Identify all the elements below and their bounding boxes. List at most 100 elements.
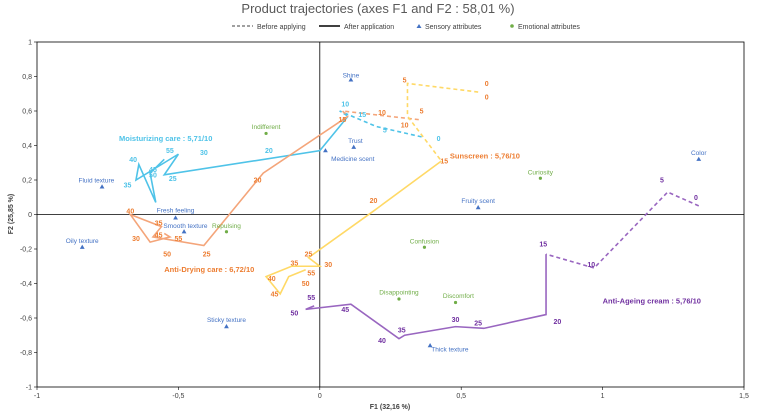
sunscreen-time-label: 40 [268,276,276,283]
anti-ageing-cream-time-label: 35 [398,328,406,335]
sunscreen-before-line [406,82,479,162]
x-tick-label: 0 [318,393,322,400]
emotional-label: Disappointing [379,290,419,297]
y-tick-label: -0,6 [20,316,32,323]
sensory-marker [224,324,229,329]
sensory-marker [99,184,105,189]
y-tick-label: 0,8 [22,74,32,81]
y-axis-label: F2 (25,85 %) [8,194,15,234]
x-tick-label: 1,5 [739,393,749,400]
moisturizing-care-time-label: 5 [383,127,387,134]
x-tick-label: -1 [34,393,40,400]
anti-ageing-cream-time-label: 50 [290,310,298,317]
anti-ageing-cream-before-line [545,191,700,269]
legend: Before applying After application Sensor… [232,24,580,31]
anti-ageing-cream-time-label: 5 [660,178,664,185]
emotional-marker [453,300,458,305]
anti-drying-care-time-label: 10 [378,110,386,117]
anti-ageing-cream-time-label: 40 [378,338,386,345]
moisturizing-care-time-label: 30 [200,150,208,157]
sensory-label: Oily texture [66,238,99,245]
sensory-marker [696,156,702,161]
anti-drying-care-after-line [128,115,349,247]
legend-sensory-label: Sensory attributes [425,24,482,31]
emotional-marker [422,245,427,249]
anti-ageing-cream-time-label: 0 [694,195,698,202]
emotional-marker [224,230,229,234]
x-tick-label: 1 [601,393,605,400]
sunscreen-time-label: 45 [271,291,279,298]
sunscreen-after-line [264,160,442,296]
y-tick-label: 1 [28,40,32,47]
moisturizing-care-time-label: 10 [341,102,349,109]
sensory-label: Fruity scent [461,198,495,205]
sensory-label: Medicine scent [331,156,375,163]
sunscreen-time-label: 15 [440,159,448,166]
y-tick-label: 0,4 [22,143,32,150]
sunscreen-time-label: 35 [290,260,298,267]
emotional-marker [538,176,542,180]
x-axis-label: F1 (32,16 %) [370,404,410,411]
sunscreen-time-label: 5 [403,77,407,84]
sensory-label: Fresh feeling [157,208,195,215]
sensory-marker [79,244,85,249]
emotional-label: Discomfort [443,293,474,300]
y-tick-label: 0,6 [22,109,32,116]
anti-drying-care-time-label: 20 [254,178,262,185]
sensory-marker [475,205,481,210]
moisturizing-care-time-label: 25 [169,176,177,183]
sensory-label: Smooth texture [163,223,207,230]
x-tick-label: 0,5 [456,393,466,400]
sensory-label: Thick texture [431,347,469,354]
series-layer [128,82,700,340]
anti-drying-care-time-label: 55 [175,236,183,243]
moisturizing-care-time-label: 35 [124,183,132,190]
sunscreen-time-label: 50 [302,281,310,288]
anti-ageing-cream-time-label: 45 [341,307,349,314]
anti-drying-care-before-line [340,109,419,121]
sensory-label: Trust [348,138,363,145]
anti-ageing-cream-name-label: Anti-Ageing cream : 5,76/10 [603,296,701,305]
sunscreen-time-label: 55 [307,271,315,278]
sensory-marker [181,229,187,234]
anti-drying-care-time-label: 45 [155,233,163,240]
legend-triangle-icon [416,24,422,28]
axes: -1 -0,5 0 0,5 1 1,5 -1 -0,8 -0,6 -0,4 -0,2 0 0,2 0,4 0… [20,40,749,401]
moisturizing-care-time-label: 45 [149,167,157,174]
moisturizing-care-time-label: 55 [166,148,174,155]
anti-drying-care-time-label: 40 [126,209,134,216]
anti-drying-care-name-label: Anti-Drying care : 6,72/10 [164,265,254,274]
sunscreen-time-label: 0 [485,95,489,102]
anti-drying-care-time-label: 5 [420,109,424,116]
sunscreen-time-label: 30 [324,262,332,269]
sunscreen-name-label: Sunscreen : 5,76/10 [450,151,520,160]
moisturizing-care-after-line [134,115,349,203]
emotional-marker [397,297,401,301]
moisturizing-care-time-label: 15 [358,112,366,119]
anti-drying-care-time-label: 50 [163,252,171,259]
sunscreen-time-label: 25 [305,252,313,259]
sensory-marker [323,148,328,153]
moisturizing-care-time-label: 0 [437,136,441,143]
sensory-label: Sticky texture [207,317,246,324]
sensory-marker [427,343,433,348]
sunscreen-time-label: 0 [485,81,489,88]
anti-ageing-cream-time-label: 55 [307,295,315,302]
sensory-marker [351,144,357,149]
emotional-label: Repulsing [212,223,241,230]
y-tick-label: -0,4 [20,281,32,288]
emotional-label: Curiosity [528,170,554,177]
anti-ageing-cream-time-label: 30 [452,317,460,324]
anti-ageing-cream-time-label: 25 [474,321,482,328]
moisturizing-care-time-label: 40 [129,157,137,164]
emotional-label: Indifferent [252,124,281,131]
sensory-label: Color [691,150,707,157]
legend-dot-icon [510,24,514,28]
anti-ageing-cream-time-label: 20 [553,319,561,326]
y-tick-label: -0,8 [20,350,32,357]
y-tick-label: 0,2 [22,178,32,185]
sensory-label: Fluid texture [78,178,114,185]
y-tick-label: -1 [26,385,32,392]
